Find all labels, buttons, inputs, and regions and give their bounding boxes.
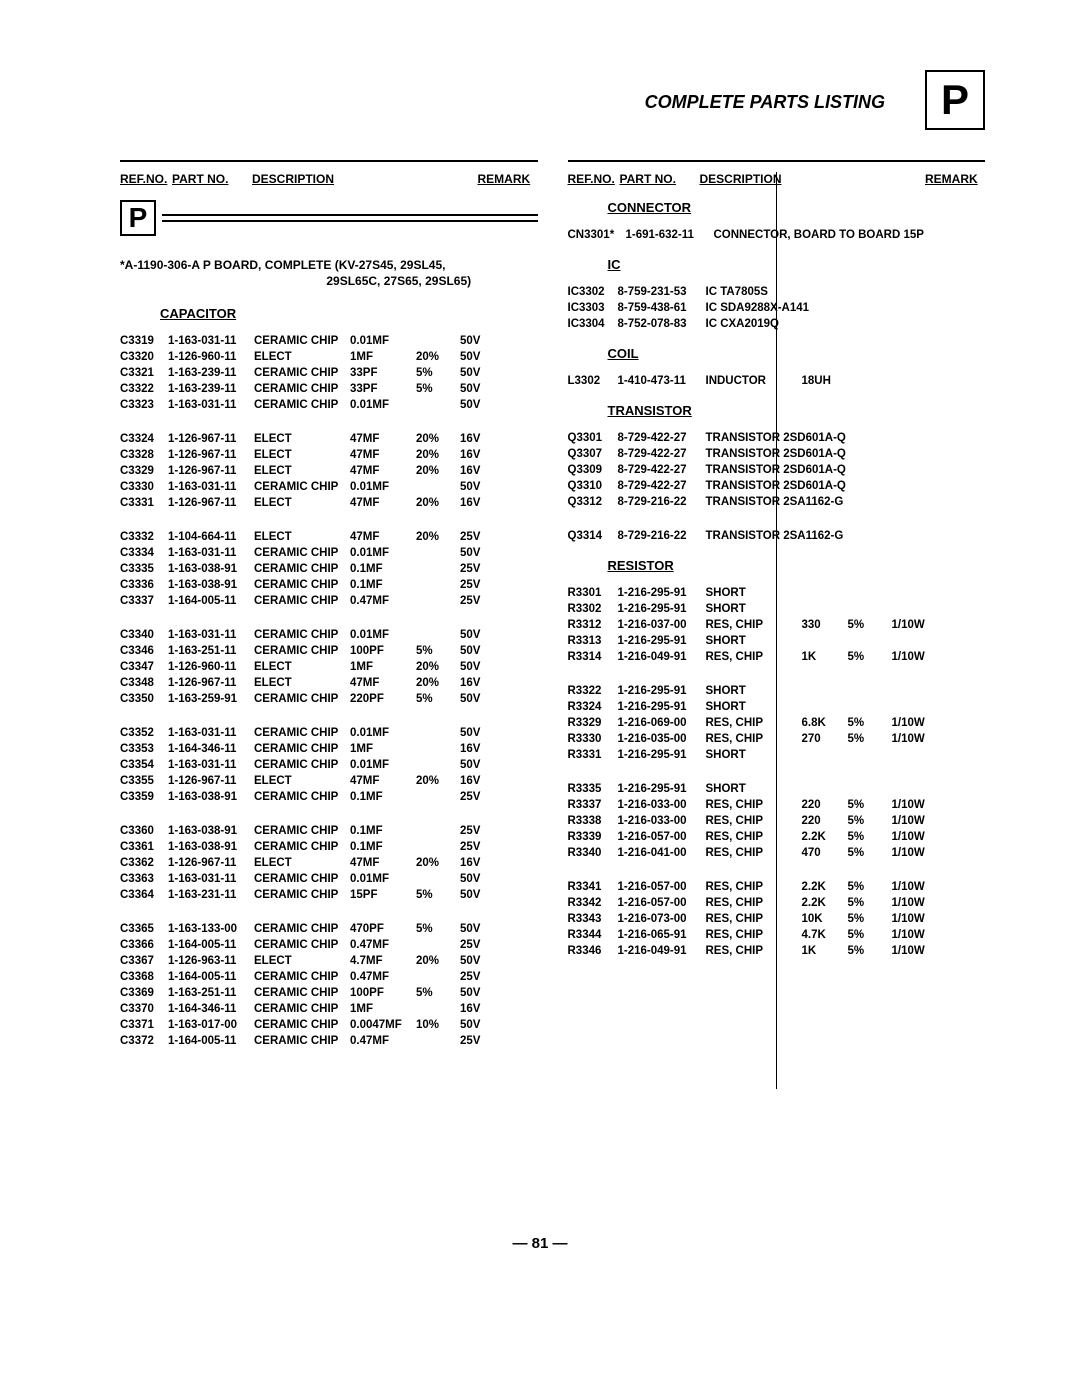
- part-row: C3372 1-164-005-11 CERAMIC CHIP 0.47MF 2…: [120, 1033, 538, 1049]
- part-row: C3354 1-163-031-11 CERAMIC CHIP 0.01MF 5…: [120, 757, 538, 773]
- p-badge-lines: [162, 210, 538, 226]
- section-ic: IC: [608, 257, 986, 272]
- page-title: COMPLETE PARTS LISTING: [645, 92, 885, 113]
- right-column: REF.NO. PART NO. DESCRIPTION REMARK CONN…: [568, 160, 986, 1049]
- board-line-2: 29SL65C, 27S65, 29SL65): [120, 274, 538, 288]
- part-row: C3370 1-164-346-11 CERAMIC CHIP 1MF 16V: [120, 1001, 538, 1017]
- part-row: C3320 1-126-960-11 ELECT 1MF 20% 50V: [120, 349, 538, 365]
- section-capacitor: CAPACITOR: [160, 306, 538, 321]
- part-row: C3334 1-163-031-11 CERAMIC CHIP 0.01MF 5…: [120, 545, 538, 561]
- hdr-desc: DESCRIPTION: [252, 172, 478, 186]
- part-row: C3347 1-126-960-11 ELECT 1MF 20% 50V: [120, 659, 538, 675]
- part-row: C3352 1-163-031-11 CERAMIC CHIP 0.01MF 5…: [120, 725, 538, 741]
- part-row: C3371 1-163-017-00 CERAMIC CHIP 0.0047MF…: [120, 1017, 538, 1033]
- content-container: REF.NO. PART NO. DESCRIPTION REMARK P *A…: [120, 160, 985, 1049]
- part-row: C3331 1-126-967-11 ELECT 47MF 20% 16V: [120, 495, 538, 511]
- part-row: C3365 1-163-133-00 CERAMIC CHIP 470PF 5%…: [120, 921, 538, 937]
- section-connector: CONNECTOR: [608, 200, 986, 215]
- column-divider: [776, 172, 777, 1089]
- part-row: C3328 1-126-967-11 ELECT 47MF 20% 16V: [120, 447, 538, 463]
- part-row: C3346 1-163-251-11 CERAMIC CHIP 100PF 5%…: [120, 643, 538, 659]
- part-row: C3322 1-163-239-11 CERAMIC CHIP 33PF 5% …: [120, 381, 538, 397]
- part-row: C3329 1-126-967-11 ELECT 47MF 20% 16V: [120, 463, 538, 479]
- hdr-ref: REF.NO.: [568, 172, 620, 186]
- part-row: C3330 1-163-031-11 CERAMIC CHIP 0.01MF 5…: [120, 479, 538, 495]
- part-row: C3363 1-163-031-11 CERAMIC CHIP 0.01MF 5…: [120, 871, 538, 887]
- part-row: C3367 1-126-963-11 ELECT 4.7MF 20% 50V: [120, 953, 538, 969]
- part-row: C3350 1-163-259-91 CERAMIC CHIP 220PF 5%…: [120, 691, 538, 707]
- board-line-1: *A-1190-306-A P BOARD, COMPLETE (KV-27S4…: [120, 258, 538, 272]
- section-coil: COIL: [608, 346, 986, 361]
- part-row: C3337 1-164-005-11 CERAMIC CHIP 0.47MF 2…: [120, 593, 538, 609]
- capacitor-list: C3319 1-163-031-11 CERAMIC CHIP 0.01MF 5…: [120, 333, 538, 1049]
- section-resistor: RESISTOR: [608, 558, 986, 573]
- p-badge-small: P: [120, 200, 156, 236]
- part-row: C3353 1-164-346-11 CERAMIC CHIP 1MF 16V: [120, 741, 538, 757]
- part-row: C3369 1-163-251-11 CERAMIC CHIP 100PF 5%…: [120, 985, 538, 1001]
- part-row: C3361 1-163-038-91 CERAMIC CHIP 0.1MF 25…: [120, 839, 538, 855]
- hdr-part: PART NO.: [172, 172, 252, 186]
- part-row: C3335 1-163-038-91 CERAMIC CHIP 0.1MF 25…: [120, 561, 538, 577]
- part-row: C3319 1-163-031-11 CERAMIC CHIP 0.01MF 5…: [120, 333, 538, 349]
- part-row: C3336 1-163-038-91 CERAMIC CHIP 0.1MF 25…: [120, 577, 538, 593]
- hdr-remark: REMARK: [925, 172, 985, 186]
- part-row: C3323 1-163-031-11 CERAMIC CHIP 0.01MF 5…: [120, 397, 538, 413]
- part-row: C3355 1-126-967-11 ELECT 47MF 20% 16V: [120, 773, 538, 789]
- section-transistor: TRANSISTOR: [608, 403, 986, 418]
- part-row: C3359 1-163-038-91 CERAMIC CHIP 0.1MF 25…: [120, 789, 538, 805]
- left-column-header: REF.NO. PART NO. DESCRIPTION REMARK: [120, 172, 538, 186]
- page-number: — 81 —: [0, 1235, 1080, 1252]
- part-row: C3332 1-104-664-11 ELECT 47MF 20% 25V: [120, 529, 538, 545]
- part-row: C3366 1-164-005-11 CERAMIC CHIP 0.47MF 2…: [120, 937, 538, 953]
- hdr-ref: REF.NO.: [120, 172, 172, 186]
- part-row: C3368 1-164-005-11 CERAMIC CHIP 0.47MF 2…: [120, 969, 538, 985]
- part-row: C3364 1-163-231-11 CERAMIC CHIP 15PF 5% …: [120, 887, 538, 903]
- part-row: C3321 1-163-239-11 CERAMIC CHIP 33PF 5% …: [120, 365, 538, 381]
- hdr-desc: DESCRIPTION: [700, 172, 926, 186]
- hdr-part: PART NO.: [620, 172, 700, 186]
- part-row: C3348 1-126-967-11 ELECT 47MF 20% 16V: [120, 675, 538, 691]
- hdr-remark: REMARK: [478, 172, 538, 186]
- part-row: C3324 1-126-967-11 ELECT 47MF 20% 16V: [120, 431, 538, 447]
- left-column: REF.NO. PART NO. DESCRIPTION REMARK P *A…: [120, 160, 538, 1049]
- part-row: C3362 1-126-967-11 ELECT 47MF 20% 16V: [120, 855, 538, 871]
- part-row: C3360 1-163-038-91 CERAMIC CHIP 0.1MF 25…: [120, 823, 538, 839]
- part-row: C3340 1-163-031-11 CERAMIC CHIP 0.01MF 5…: [120, 627, 538, 643]
- p-badge-row: P: [120, 200, 538, 236]
- p-badge-large: P: [925, 70, 985, 130]
